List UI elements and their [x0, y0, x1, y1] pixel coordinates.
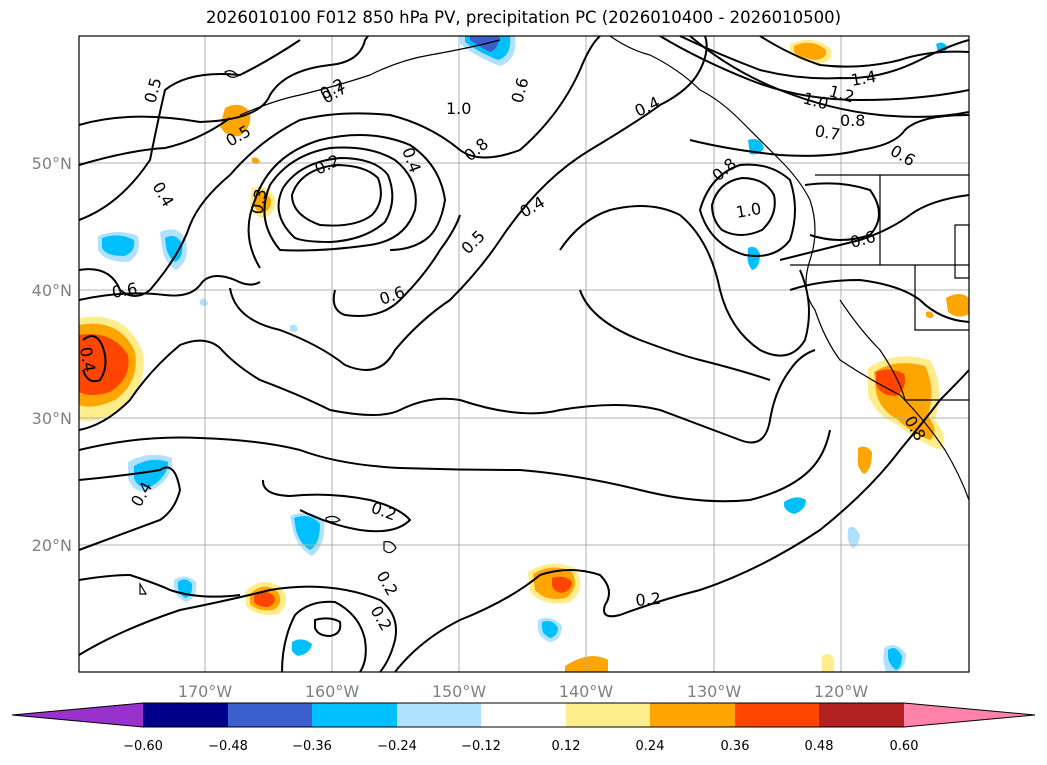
colorbar-bin — [397, 703, 481, 727]
colorbar-outline — [11, 702, 1036, 728]
colorbar-tick-label: −0.24 — [377, 739, 417, 754]
lon-label: 120°W — [814, 682, 869, 701]
lon-label: 160°W — [305, 682, 360, 701]
graticule — [79, 36, 969, 672]
lat-label: 50°N — [32, 154, 72, 173]
colorbar-tick-label: 0.12 — [552, 739, 581, 754]
contour-label: 0.4 — [76, 345, 99, 373]
colorbar-bin — [566, 703, 650, 727]
colorbar-extend-low — [12, 703, 143, 727]
contour-label: 1.0 — [446, 99, 471, 118]
latitude-labels: 50°N 40°N 30°N 20°N — [32, 154, 72, 555]
colorbar-tick-label: −0.60 — [123, 739, 163, 754]
lat-label: 30°N — [32, 409, 72, 428]
colorbar: −0.60 −0.48 −0.36 −0.24 −0.12 0.12 0.24 … — [11, 702, 1036, 754]
contour-label: 0.8 — [840, 111, 865, 130]
longitude-labels: 170°W 160°W 150°W 140°W 130°W 120°W — [178, 682, 869, 701]
colorbar-bin — [312, 703, 397, 727]
colorbar-tick-label: 0.48 — [805, 739, 834, 754]
colorbar-tick-label: 0.24 — [636, 739, 665, 754]
colorbar-tick-label: 0.36 — [721, 739, 750, 754]
contour-label: 1.4 — [849, 67, 877, 90]
contour-label: 1.0 — [734, 199, 762, 222]
lon-label: 140°W — [559, 682, 614, 701]
colorbar-extend-high — [904, 703, 1035, 727]
colorbar-bin — [228, 703, 312, 727]
colorbar-bin — [481, 703, 566, 727]
map-frame — [78, 35, 970, 673]
colorbar-tick-label: −0.12 — [461, 739, 501, 754]
colorbar-tick-label: 0.60 — [890, 739, 919, 754]
map-background — [79, 36, 969, 672]
lon-label: 130°W — [687, 682, 742, 701]
contour-label: 0.2 — [635, 589, 662, 610]
colorbar-bin — [735, 703, 819, 727]
colorbar-bin — [819, 703, 904, 727]
colorbar-bin — [650, 703, 735, 727]
lat-label: 20°N — [32, 536, 72, 555]
colorbar-tick-label: −0.48 — [208, 739, 248, 754]
lon-label: 170°W — [178, 682, 233, 701]
contour-label: 0.7 — [813, 121, 841, 144]
colorbar-tick-label: −0.36 — [292, 739, 332, 754]
lat-label: 40°N — [32, 281, 72, 300]
negative-anomaly-shading — [98, 36, 948, 672]
lon-label: 150°W — [432, 682, 487, 701]
map-title: 2026010100 F012 850 hPa PV, precipitatio… — [205, 8, 842, 27]
pv-contours — [78, 35, 970, 673]
contour-label: 0.6 — [110, 279, 138, 302]
contour-label: 0.3 — [247, 187, 270, 215]
colorbar-bin — [143, 703, 228, 727]
